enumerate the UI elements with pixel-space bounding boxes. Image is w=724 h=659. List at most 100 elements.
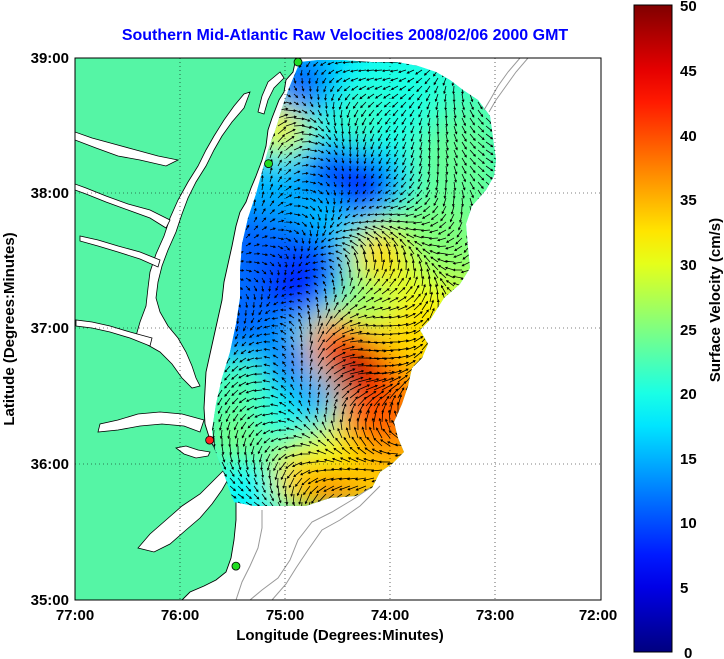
velocity-arrow	[461, 133, 467, 142]
velocity-arrow	[239, 413, 247, 421]
velocity-cell	[265, 258, 278, 271]
velocity-cell	[342, 390, 355, 403]
velocity-arrow	[250, 445, 255, 455]
velocity-cell	[375, 170, 388, 183]
velocity-cell	[430, 192, 443, 205]
velocity-arrow	[261, 261, 268, 265]
velocity-arrow	[277, 134, 285, 143]
velocity-arrow	[372, 225, 383, 231]
velocity-cell	[397, 214, 410, 227]
velocity-cell	[353, 82, 366, 95]
velocity-cell	[408, 181, 421, 194]
velocity-arrow	[308, 237, 312, 245]
velocity-arrow	[433, 197, 439, 207]
velocity-arrow	[280, 308, 287, 312]
y-axis-ticks: 39:00 38:00 37:00 36:00 35:00	[31, 50, 69, 609]
velocity-cell	[375, 412, 388, 425]
velocity-cell	[287, 401, 300, 414]
velocity-arrow	[316, 221, 320, 230]
velocity-arrow	[290, 383, 295, 391]
velocity-cell	[364, 115, 377, 128]
velocity-arrow	[485, 157, 494, 164]
velocity-arrow	[266, 461, 271, 471]
velocity-arrow	[366, 213, 375, 217]
velocity-arrow	[378, 133, 383, 142]
colorbar-tick-label: 45	[680, 63, 697, 80]
velocity-arrow	[294, 425, 303, 431]
velocity-arrow	[377, 117, 383, 125]
velocity-cell	[298, 324, 311, 337]
velocity-cell	[212, 445, 223, 458]
velocity-cell	[364, 104, 377, 117]
velocity-arrow	[343, 221, 351, 226]
velocity-cell	[364, 379, 377, 392]
velocity-arrow	[238, 389, 247, 395]
velocity-arrow	[340, 117, 344, 127]
velocity-arrow	[269, 245, 277, 249]
velocity-arrow	[357, 402, 365, 415]
velocity-arrow	[427, 109, 431, 118]
velocity-cell	[342, 104, 355, 117]
velocity-arrow	[446, 237, 455, 243]
velocity-arrow	[363, 165, 367, 172]
velocity-arrow	[274, 469, 279, 481]
velocity-arrow	[315, 407, 319, 415]
velocity-cell	[265, 390, 278, 403]
velocity-arrow	[426, 268, 431, 279]
james-river	[75, 319, 153, 347]
velocity-arrow	[421, 317, 430, 327]
velocity-arrow	[253, 277, 259, 283]
x-axis-ticks: 77:00 76:00 75:00 74:00 73:00 72:00	[56, 607, 617, 624]
velocity-cell	[353, 225, 366, 238]
x-tick-label: 75:00	[266, 607, 304, 624]
velocity-cell	[342, 313, 355, 326]
barrier-inlet	[175, 445, 211, 459]
velocity-arrow	[421, 283, 426, 295]
velocity-arrow	[299, 442, 311, 447]
velocity-arrow	[469, 149, 476, 157]
velocity-cell	[353, 247, 366, 260]
velocity-arrow	[290, 336, 295, 343]
velocity-arrow	[398, 77, 407, 82]
velocity-cell	[408, 214, 421, 227]
velocity-arrow	[386, 451, 399, 455]
y-tick-label: 35:00	[31, 592, 69, 609]
velocity-cell	[452, 192, 465, 205]
velocity-arrow	[224, 381, 231, 389]
velocity-arrow	[402, 165, 407, 174]
velocity-arrow	[269, 236, 277, 240]
velocity-cell	[309, 269, 322, 282]
velocity-arrow	[390, 85, 399, 90]
velocity-cell	[265, 456, 278, 469]
velocity-arrow	[389, 376, 402, 383]
velocity-arrow	[300, 351, 304, 359]
velocity-arrow	[333, 189, 337, 196]
velocity-arrow	[269, 209, 276, 215]
velocity-arrow	[254, 413, 263, 418]
velocity-arrow	[249, 325, 255, 331]
velocity-cell	[408, 247, 421, 260]
velocity-arrow	[355, 173, 359, 180]
velocity-cell	[320, 445, 333, 458]
velocity-cell	[386, 203, 399, 216]
velocity-arrow	[269, 485, 274, 494]
velocity-cell	[320, 368, 333, 381]
colorbar-ticks: 50 45 40 35 30 25 20 15 10 5 0	[680, 0, 697, 659]
velocity-arrow	[254, 364, 263, 368]
velocity-arrow	[469, 173, 476, 182]
velocity-arrow	[285, 245, 290, 251]
velocity-arrow	[253, 469, 257, 478]
velocity-arrow	[406, 239, 415, 247]
velocity-arrow	[245, 233, 251, 239]
velocity-arrow	[335, 250, 343, 255]
velocity-arrow	[361, 117, 367, 126]
velocity-arrow	[353, 109, 359, 118]
velocity-arrow	[317, 205, 322, 213]
velocity-cell	[353, 302, 366, 315]
velocity-arrow	[314, 477, 327, 483]
y-tick-label: 37:00	[31, 320, 69, 337]
velocity-cell	[265, 489, 278, 502]
velocity-arrow	[253, 477, 258, 486]
velocity-cell	[320, 412, 333, 425]
velocity-cell	[430, 159, 443, 172]
